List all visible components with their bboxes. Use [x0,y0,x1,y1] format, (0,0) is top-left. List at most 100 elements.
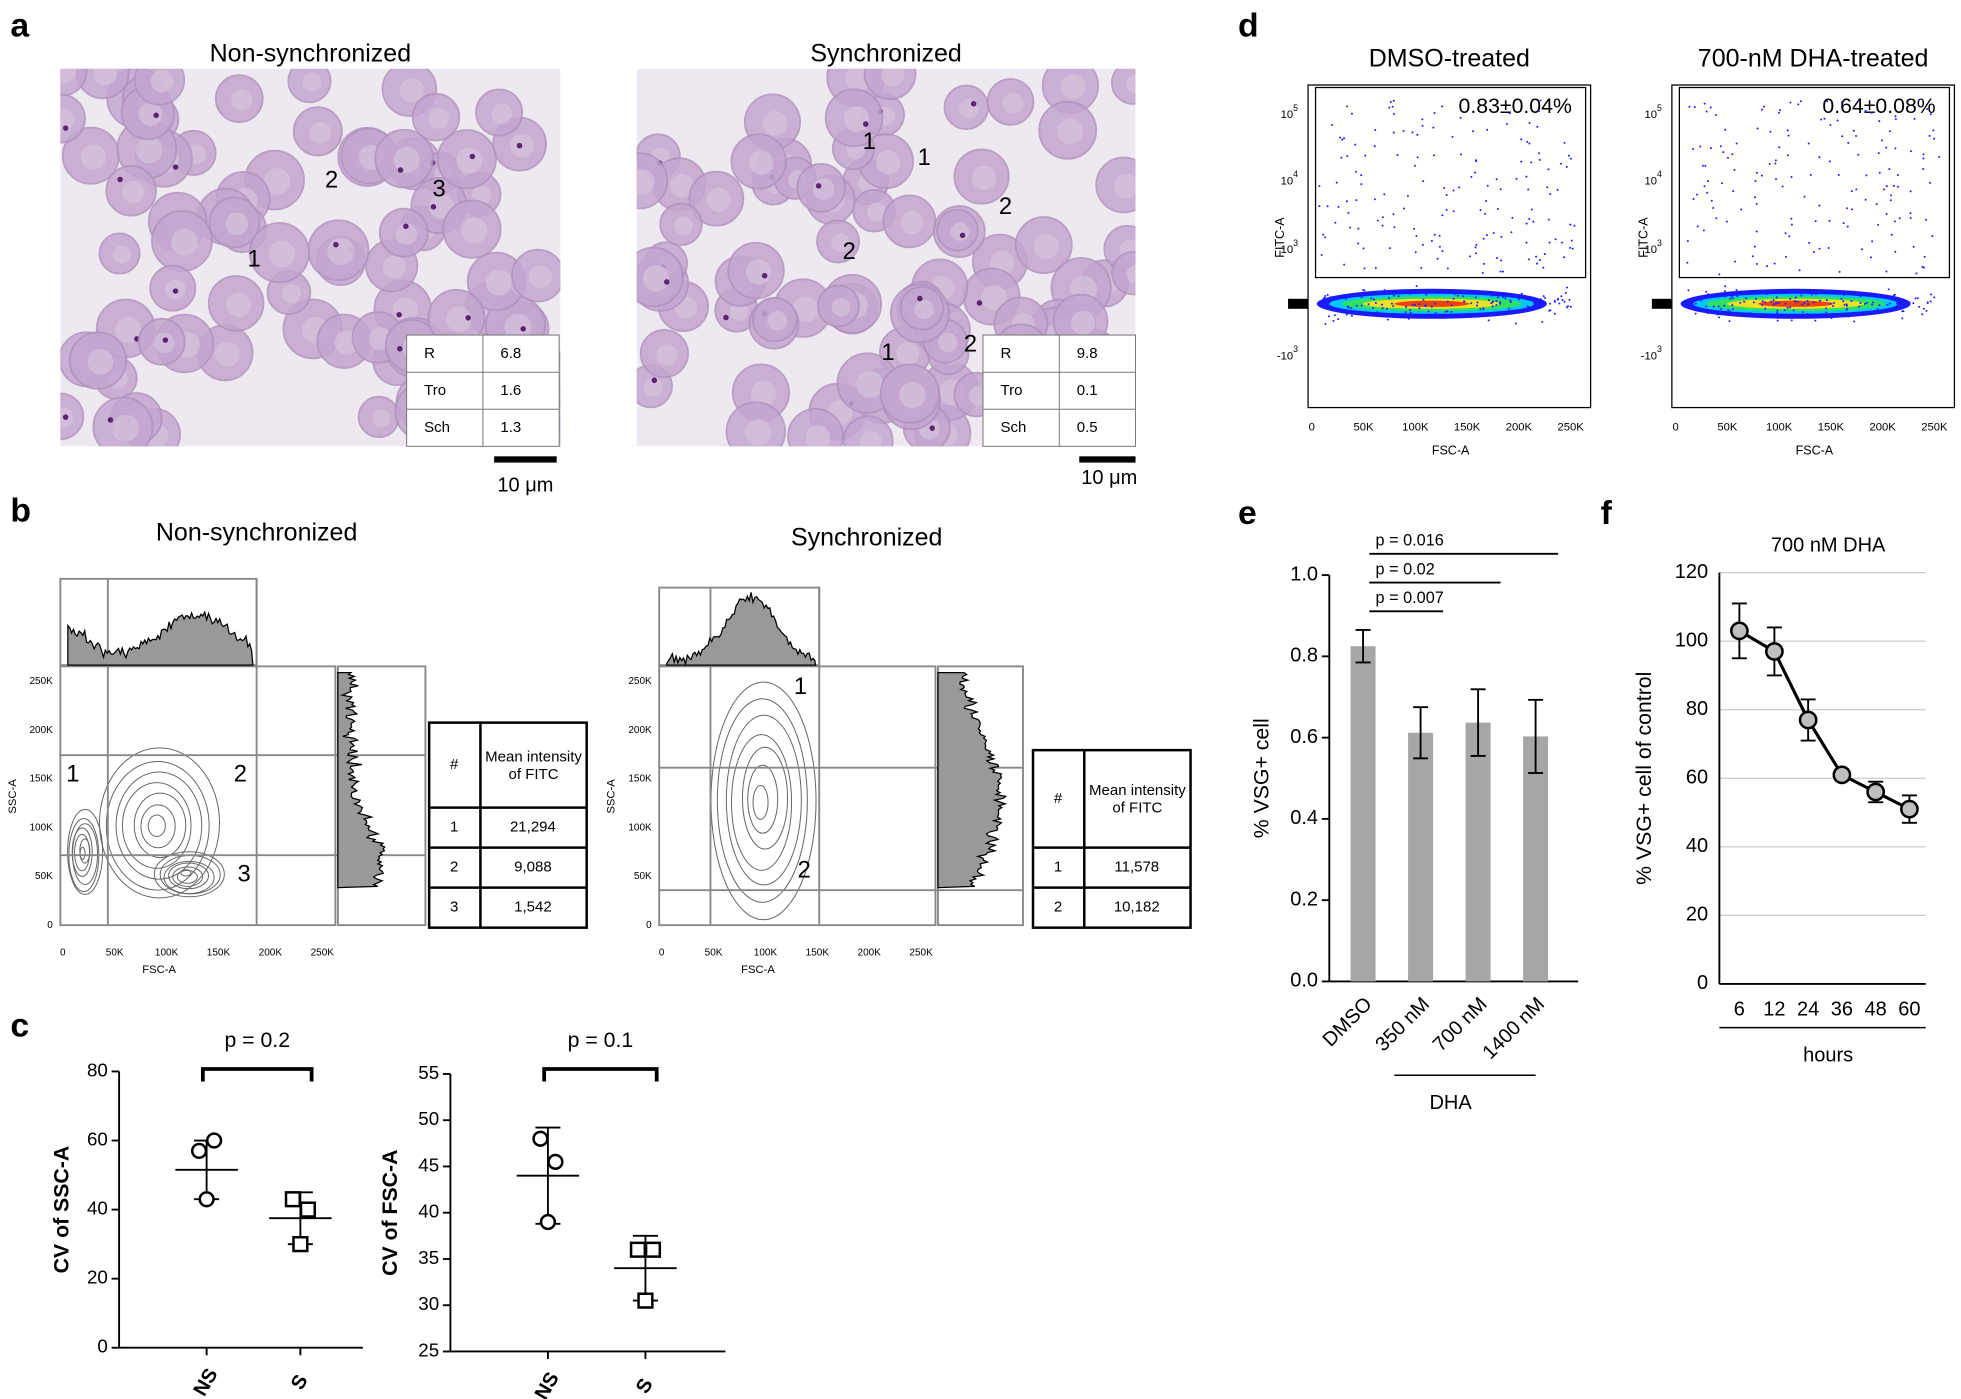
event [1703,102,1706,105]
event [1452,210,1455,213]
event [1871,240,1874,243]
event [1842,222,1845,225]
event [1360,183,1363,186]
panel-label: c [10,1007,29,1045]
event [1727,309,1730,312]
event [1850,300,1853,303]
tick-exponent: 3 [1657,238,1662,248]
event [1476,301,1479,304]
event [1913,117,1916,120]
y-tick-label: 100K [628,822,652,833]
y-tick-label: 120 [1675,561,1708,583]
cell-center [395,223,417,245]
cell-center [327,238,355,265]
event [1855,291,1858,294]
event [1926,108,1929,111]
x-tick-label: 150K [806,947,830,958]
event [1922,167,1925,170]
event [1324,323,1327,326]
event [1476,304,1479,307]
event [1888,302,1891,305]
event [1475,243,1478,246]
event [1877,152,1880,155]
event [1393,226,1396,229]
cell-center [745,419,772,446]
event [1403,290,1406,293]
event [1885,270,1888,273]
event [1770,300,1773,303]
table-cell: Tro [1001,382,1023,399]
event [1528,142,1531,145]
event [1877,223,1880,226]
event [1790,319,1793,322]
event [1474,171,1477,174]
event [1829,124,1832,127]
cell-center [729,302,749,322]
event [1840,101,1843,104]
event [1814,319,1817,322]
y-tick-label: 50K [35,871,53,882]
cell-center [1126,264,1136,284]
cell-label: 1 [248,245,261,272]
x-tick-label: 12 [1763,998,1785,1020]
event [1865,174,1868,177]
x-tick-label: NS [190,1365,223,1399]
cell-center [636,169,655,195]
parasite [917,295,923,302]
event [1786,129,1789,132]
event [1857,153,1860,156]
event [1696,225,1699,228]
event [1818,247,1821,250]
event [1427,310,1430,313]
cell-label: 2 [964,330,977,357]
event [1373,198,1376,201]
y-tick-label: 35 [418,1247,439,1268]
cell-center [427,107,449,129]
event [1786,154,1789,157]
event [1392,131,1395,134]
event [1362,247,1365,250]
event [1326,299,1329,302]
event [1349,226,1352,229]
event [1536,125,1539,128]
event [1370,297,1373,300]
event [1764,301,1767,304]
cell-center [399,78,425,103]
event [1340,156,1343,159]
event [1421,243,1424,246]
event [1413,164,1416,167]
event [1546,186,1549,189]
event [1498,302,1501,305]
event [1432,126,1435,129]
event [1806,299,1809,302]
event [1753,196,1756,199]
event [1743,300,1746,303]
event [1451,135,1454,138]
cell-center [896,342,920,365]
event [1702,229,1705,232]
event [1700,299,1703,302]
cell-center [138,102,163,126]
event [1504,297,1507,300]
parasite [516,142,523,149]
event [1525,241,1528,244]
event [1801,303,1804,306]
event [1391,105,1394,108]
event [1730,295,1733,298]
event [1726,156,1729,159]
event [1930,293,1933,296]
event [1845,304,1848,307]
event [1452,297,1455,300]
y-tick-label: 150K [628,774,652,785]
tick-exponent: 3 [1293,344,1298,354]
event [1441,250,1444,253]
table-cell: 10,182 [1114,899,1160,916]
event [1776,309,1779,312]
event [1686,240,1689,243]
event [1409,292,1412,295]
table-cell: 1,542 [514,899,552,916]
cell-label: 1 [881,339,894,366]
event [1502,296,1505,299]
event [1830,317,1833,320]
event [1887,308,1890,311]
